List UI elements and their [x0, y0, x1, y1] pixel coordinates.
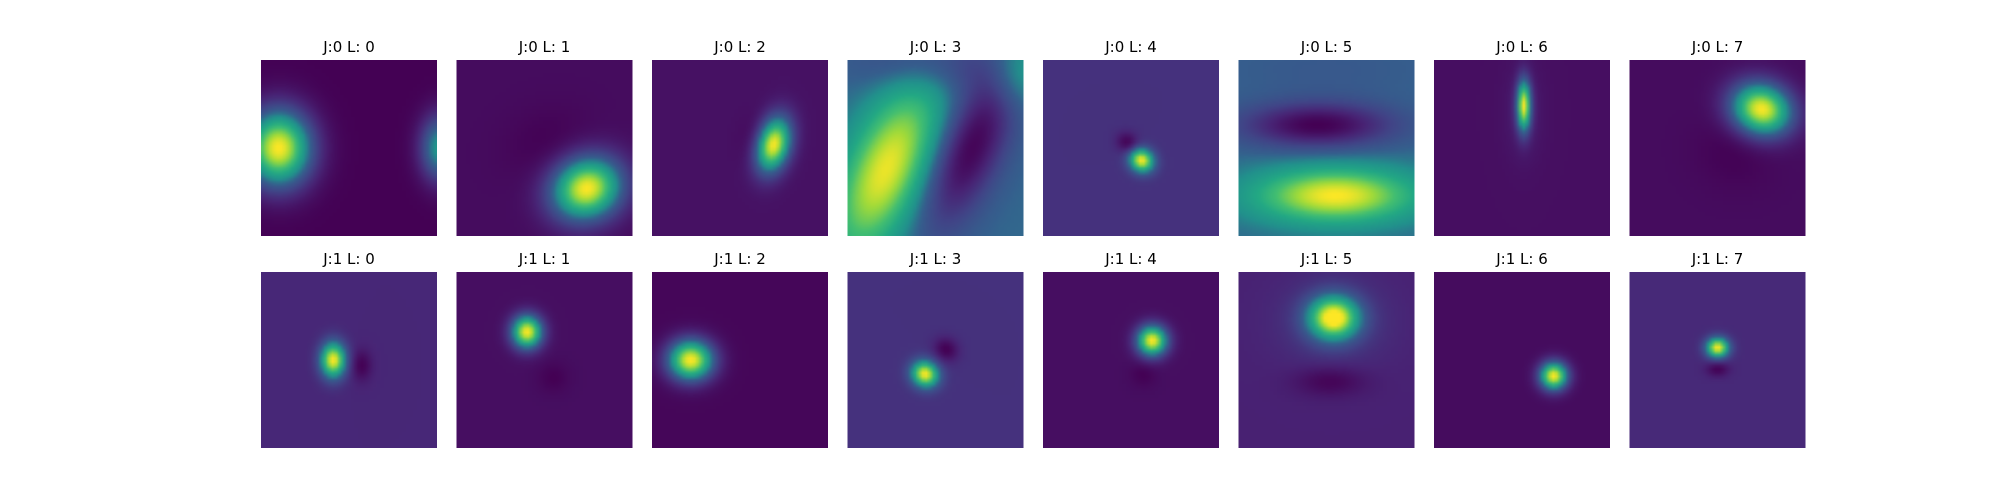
panel-title: J:0 L: 2 — [713, 38, 766, 56]
panel-heatmap — [1238, 60, 1415, 236]
panel-title: J:0 L: 5 — [1300, 38, 1353, 56]
panel-heatmap — [456, 60, 633, 236]
panel-title: J:0 L: 3 — [909, 38, 962, 56]
panel-heatmap — [261, 272, 437, 448]
panel-title: J:0 L: 1 — [518, 38, 571, 56]
panel-title: J:1 L: 6 — [1495, 250, 1548, 268]
panel-heatmap — [652, 272, 828, 448]
panel-title: J:1 L: 7 — [1691, 250, 1744, 268]
panel-heatmap — [1434, 60, 1610, 236]
panel-title: J:1 L: 5 — [1300, 250, 1353, 268]
panel-heatmap — [456, 272, 633, 448]
panel-title: J:1 L: 1 — [518, 250, 571, 268]
panel-title: J:1 L: 3 — [909, 250, 962, 268]
panel-title: J:1 L: 2 — [713, 250, 766, 268]
panel-heatmap — [1629, 60, 1806, 236]
panel-heatmap — [847, 272, 1024, 448]
panel-heatmap — [1043, 272, 1219, 448]
panel-heatmap — [1238, 272, 1415, 448]
panel-heatmap — [847, 60, 1024, 236]
panel-heatmap — [1434, 272, 1610, 448]
panel-heatmap — [261, 60, 437, 236]
panel-heatmap — [652, 60, 828, 236]
panel-title: J:0 L: 7 — [1691, 38, 1744, 56]
panel-title: J:1 L: 4 — [1104, 250, 1157, 268]
panel-heatmap — [1043, 60, 1219, 236]
panel-title: J:1 L: 0 — [322, 250, 375, 268]
panels-layer: J:0 L: 0 J:0 L: 1 J:0 L: 2 J:0 L: 3 J:0 L: 4… — [261, 38, 1806, 448]
panel-title: J:0 L: 4 — [1104, 38, 1157, 56]
panel-title: J:0 L: 0 — [322, 38, 375, 56]
panel-title: J:0 L: 6 — [1495, 38, 1548, 56]
panel-heatmap — [1629, 272, 1806, 448]
